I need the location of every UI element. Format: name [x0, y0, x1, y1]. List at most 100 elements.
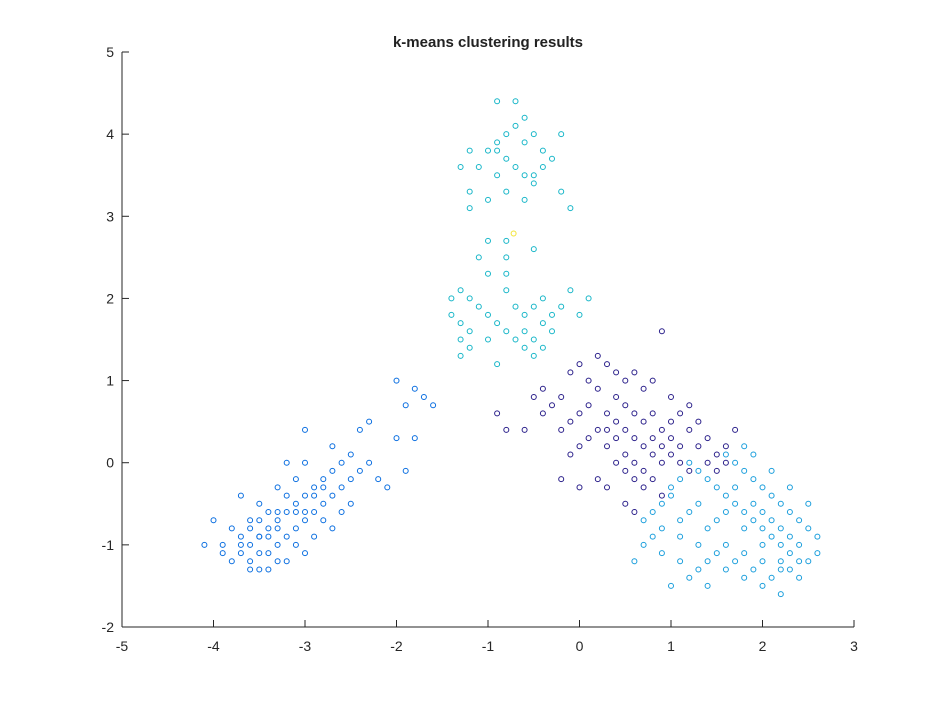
- data-point: [750, 517, 757, 524]
- data-point: [567, 418, 574, 425]
- data-point: [613, 418, 620, 425]
- data-point: [539, 344, 546, 351]
- data-point: [622, 500, 629, 507]
- chart-title: k-means clustering results: [393, 34, 583, 51]
- data-point: [448, 295, 455, 302]
- data-point: [768, 517, 775, 524]
- data-point: [283, 492, 290, 499]
- data-point: [247, 541, 254, 548]
- data-point: [393, 377, 400, 384]
- data-point: [677, 476, 684, 483]
- data-point: [613, 369, 620, 376]
- data-point: [649, 476, 656, 483]
- data-point: [302, 517, 308, 524]
- x-tick-label: -5: [116, 638, 129, 654]
- data-point: [256, 517, 263, 524]
- data-point: [256, 500, 263, 507]
- data-point: [274, 525, 281, 532]
- data-point: [494, 139, 501, 146]
- data-point: [777, 591, 784, 598]
- data-point: [750, 451, 757, 458]
- data-point: [338, 509, 345, 515]
- data-point: [631, 435, 638, 442]
- data-point: [631, 509, 638, 515]
- data-point: [539, 320, 546, 327]
- data-point: [695, 566, 702, 573]
- data-point: [558, 188, 565, 195]
- data-point: [265, 525, 272, 532]
- data-point: [311, 484, 318, 491]
- data-point: [677, 443, 684, 450]
- cluster-series-5: [510, 230, 517, 237]
- data-point: [704, 525, 711, 532]
- data-point: [549, 402, 555, 409]
- data-point: [649, 533, 656, 540]
- data-point: [686, 402, 693, 409]
- data-point: [777, 566, 784, 573]
- data-point: [576, 410, 583, 417]
- data-point: [759, 582, 766, 589]
- data-point: [494, 172, 501, 179]
- data-point: [210, 517, 217, 524]
- data-point: [283, 558, 290, 565]
- data-point: [796, 574, 803, 581]
- data-point: [292, 476, 299, 483]
- data-point: [741, 550, 748, 557]
- data-point: [649, 451, 656, 458]
- data-point: [567, 369, 574, 376]
- data-point: [549, 311, 555, 318]
- data-point: [457, 164, 464, 170]
- data-point: [567, 451, 574, 458]
- data-point: [494, 320, 501, 327]
- data-point: [732, 459, 739, 466]
- data-point: [201, 541, 208, 548]
- y-tick-label: 5: [106, 44, 114, 60]
- data-point: [704, 558, 711, 565]
- data-point: [777, 541, 784, 548]
- data-point: [631, 459, 638, 466]
- data-point: [585, 435, 592, 442]
- data-point: [640, 467, 647, 474]
- data-point: [302, 459, 308, 466]
- data-point: [265, 509, 272, 515]
- data-point: [768, 574, 775, 581]
- x-tick-label: -2: [390, 638, 403, 654]
- data-point: [466, 344, 473, 351]
- x-tick-label: -1: [482, 638, 495, 654]
- data-point: [732, 500, 739, 507]
- data-point: [796, 517, 803, 524]
- x-axis: -5 -4 -3 -2 -1 0 1 2 3: [116, 620, 858, 654]
- data-point: [503, 328, 510, 335]
- data-point: [750, 500, 757, 507]
- data-point: [640, 385, 647, 392]
- data-point: [631, 410, 638, 417]
- data-point: [668, 394, 674, 400]
- data-point: [786, 484, 793, 491]
- data-point: [228, 525, 235, 532]
- data-point: [302, 426, 308, 433]
- data-point: [814, 550, 821, 557]
- data-point: [485, 147, 491, 154]
- x-tick-label: 3: [850, 638, 858, 654]
- data-point: [430, 402, 437, 409]
- data-point: [274, 509, 281, 515]
- data-point: [302, 509, 308, 515]
- data-point: [668, 418, 674, 425]
- data-point: [512, 303, 519, 310]
- data-point: [805, 558, 812, 565]
- data-point: [347, 451, 354, 458]
- data-point: [466, 295, 473, 302]
- data-point: [512, 98, 519, 105]
- data-point: [549, 155, 555, 162]
- data-point: [631, 369, 638, 376]
- data-point: [411, 385, 418, 392]
- data-point: [768, 467, 775, 474]
- data-point: [539, 295, 546, 302]
- data-point: [485, 270, 491, 277]
- data-point: [759, 484, 766, 491]
- data-point: [475, 303, 482, 310]
- data-point: [658, 426, 665, 433]
- data-point: [411, 435, 418, 442]
- data-point: [320, 476, 327, 483]
- data-point: [530, 394, 537, 400]
